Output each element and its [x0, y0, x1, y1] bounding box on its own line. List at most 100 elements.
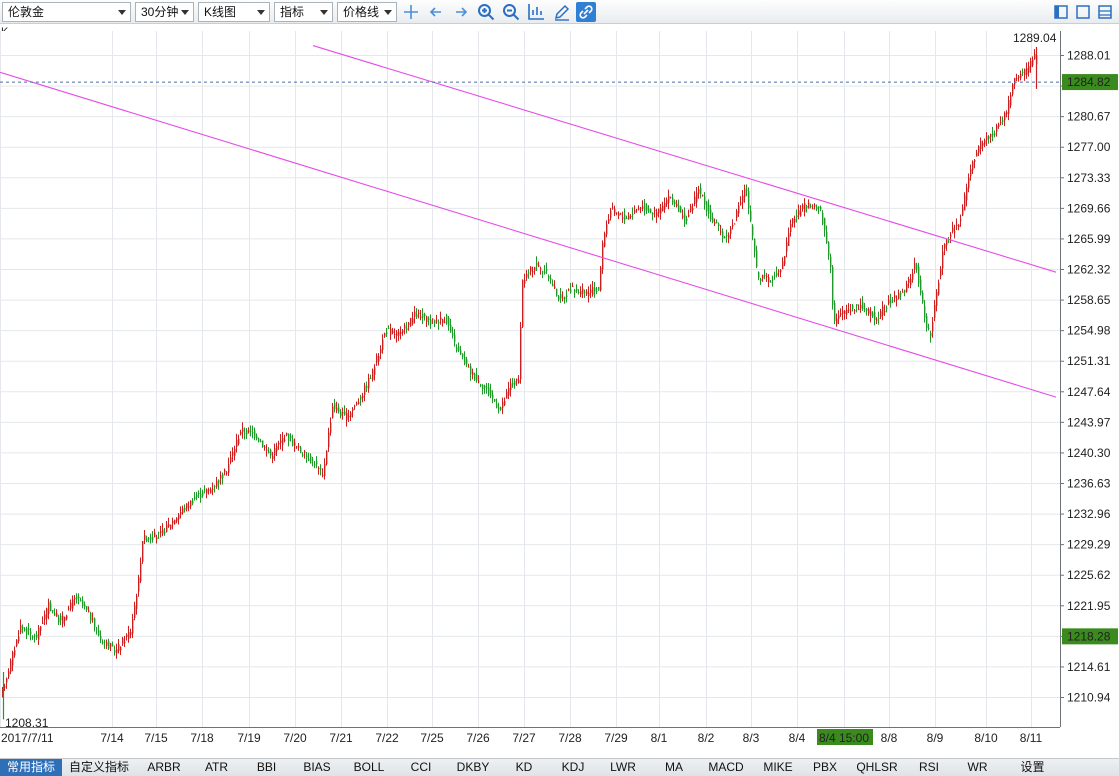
candle — [208, 489, 210, 491]
candle — [438, 321, 440, 324]
candle — [734, 223, 736, 225]
indicator-tab[interactable]: MA — [665, 760, 683, 774]
candle — [410, 318, 412, 326]
candle — [50, 603, 52, 612]
candle — [82, 600, 84, 606]
candle — [14, 650, 16, 656]
candle — [1022, 71, 1024, 73]
candle — [416, 314, 418, 317]
indicator-tab[interactable]: WR — [967, 760, 988, 774]
indicator-tab[interactable]: ARBR — [147, 760, 181, 774]
y-tick-label: 1258.65 — [1067, 293, 1111, 307]
candle — [750, 210, 752, 221]
indicator-tab[interactable]: BIAS — [303, 760, 331, 774]
candle — [574, 289, 576, 293]
candle — [424, 314, 426, 316]
current-price-label: 1284.82 — [1067, 75, 1111, 89]
indicator-tab[interactable]: RSI — [918, 760, 939, 774]
candle — [6, 678, 8, 683]
candle — [680, 206, 682, 213]
candle — [622, 217, 624, 219]
layout-frame-button[interactable] — [1073, 2, 1093, 22]
candle — [346, 413, 348, 421]
x-tick-label: 7/28 — [558, 731, 582, 745]
frame-icon — [1076, 5, 1090, 19]
scroll-right-button[interactable] — [451, 2, 471, 22]
candle — [258, 438, 260, 442]
axis-settings-button[interactable] — [526, 2, 546, 22]
candle — [248, 430, 250, 433]
indicator-tab[interactable]: 常用指标 — [0, 759, 62, 776]
indicator-tab[interactable]: DKBY — [456, 760, 490, 774]
candle — [110, 643, 112, 647]
x-tick-label: 7/25 — [420, 731, 444, 745]
indicator-select[interactable]: 指标 — [274, 2, 333, 22]
candle — [788, 233, 790, 247]
candle — [562, 297, 564, 299]
crosshair-button[interactable] — [401, 2, 421, 22]
candle — [52, 610, 54, 612]
candle — [24, 628, 26, 631]
layout-single-button[interactable] — [1051, 2, 1071, 22]
candle — [98, 629, 100, 636]
zoom-out-button[interactable] — [501, 2, 521, 22]
candle — [246, 429, 248, 435]
indicator-tab[interactable]: KDJ — [561, 760, 585, 774]
candle — [766, 275, 768, 278]
candle — [294, 442, 296, 446]
candle — [566, 295, 568, 298]
candle — [492, 394, 494, 399]
scroll-left-button[interactable] — [426, 2, 446, 22]
price-line-select[interactable]: 价格线 — [337, 2, 397, 22]
candle — [770, 281, 772, 283]
indicator-tab[interactable]: 自定义指标 — [68, 760, 129, 774]
candle — [602, 242, 604, 270]
candle — [826, 231, 828, 243]
period-select[interactable]: 30分钟 — [135, 2, 194, 22]
candle — [330, 422, 332, 433]
candle — [974, 159, 976, 162]
indicator-tab[interactable]: QHLSR — [856, 760, 898, 774]
candle — [140, 563, 142, 582]
indicator-tab[interactable]: PBX — [812, 760, 837, 774]
candle — [980, 141, 982, 149]
candle — [342, 412, 344, 414]
candle — [306, 456, 308, 458]
candle — [120, 646, 122, 651]
candle — [80, 600, 82, 602]
x-tick-label: 8/2 — [698, 731, 715, 745]
candle — [72, 599, 74, 609]
candle — [210, 489, 212, 494]
candle — [740, 202, 742, 205]
candle — [226, 472, 228, 474]
indicator-tab[interactable]: ATR — [204, 760, 229, 774]
candle — [128, 631, 130, 640]
candlestick-chart[interactable]: 1288.011284.341280.671277.001273.331269.… — [0, 24, 1119, 758]
indicator-tab[interactable]: LWR — [610, 760, 636, 774]
indicator-tab[interactable]: CCI — [410, 760, 432, 774]
candle — [866, 308, 868, 312]
candle — [872, 312, 874, 317]
candle — [512, 382, 514, 385]
link-tool-button[interactable] — [576, 2, 596, 22]
draw-tool-button[interactable] — [552, 2, 572, 22]
candle — [340, 412, 342, 416]
indicator-tab[interactable]: MIKE — [763, 760, 793, 774]
indicator-tab[interactable]: BBI — [256, 760, 277, 774]
candle — [588, 292, 590, 296]
symbol-select[interactable]: 伦敦金 — [2, 2, 131, 22]
candle — [516, 378, 518, 381]
indicator-tab[interactable]: 设置 — [1020, 760, 1045, 774]
candle — [494, 399, 496, 402]
indicator-tab[interactable]: KD — [515, 760, 533, 774]
chart-kind-select[interactable]: K线图 — [198, 2, 270, 22]
candle — [102, 642, 104, 644]
candle — [4, 686, 6, 688]
layout-split-button[interactable] — [1095, 2, 1115, 22]
indicator-tab[interactable]: BOLL — [353, 760, 385, 774]
zoom-in-button[interactable] — [476, 2, 496, 22]
candle — [366, 386, 368, 388]
indicator-tab[interactable]: MACD — [708, 760, 744, 774]
indicator-select-value: 指标 — [280, 5, 305, 19]
candle — [846, 309, 848, 315]
